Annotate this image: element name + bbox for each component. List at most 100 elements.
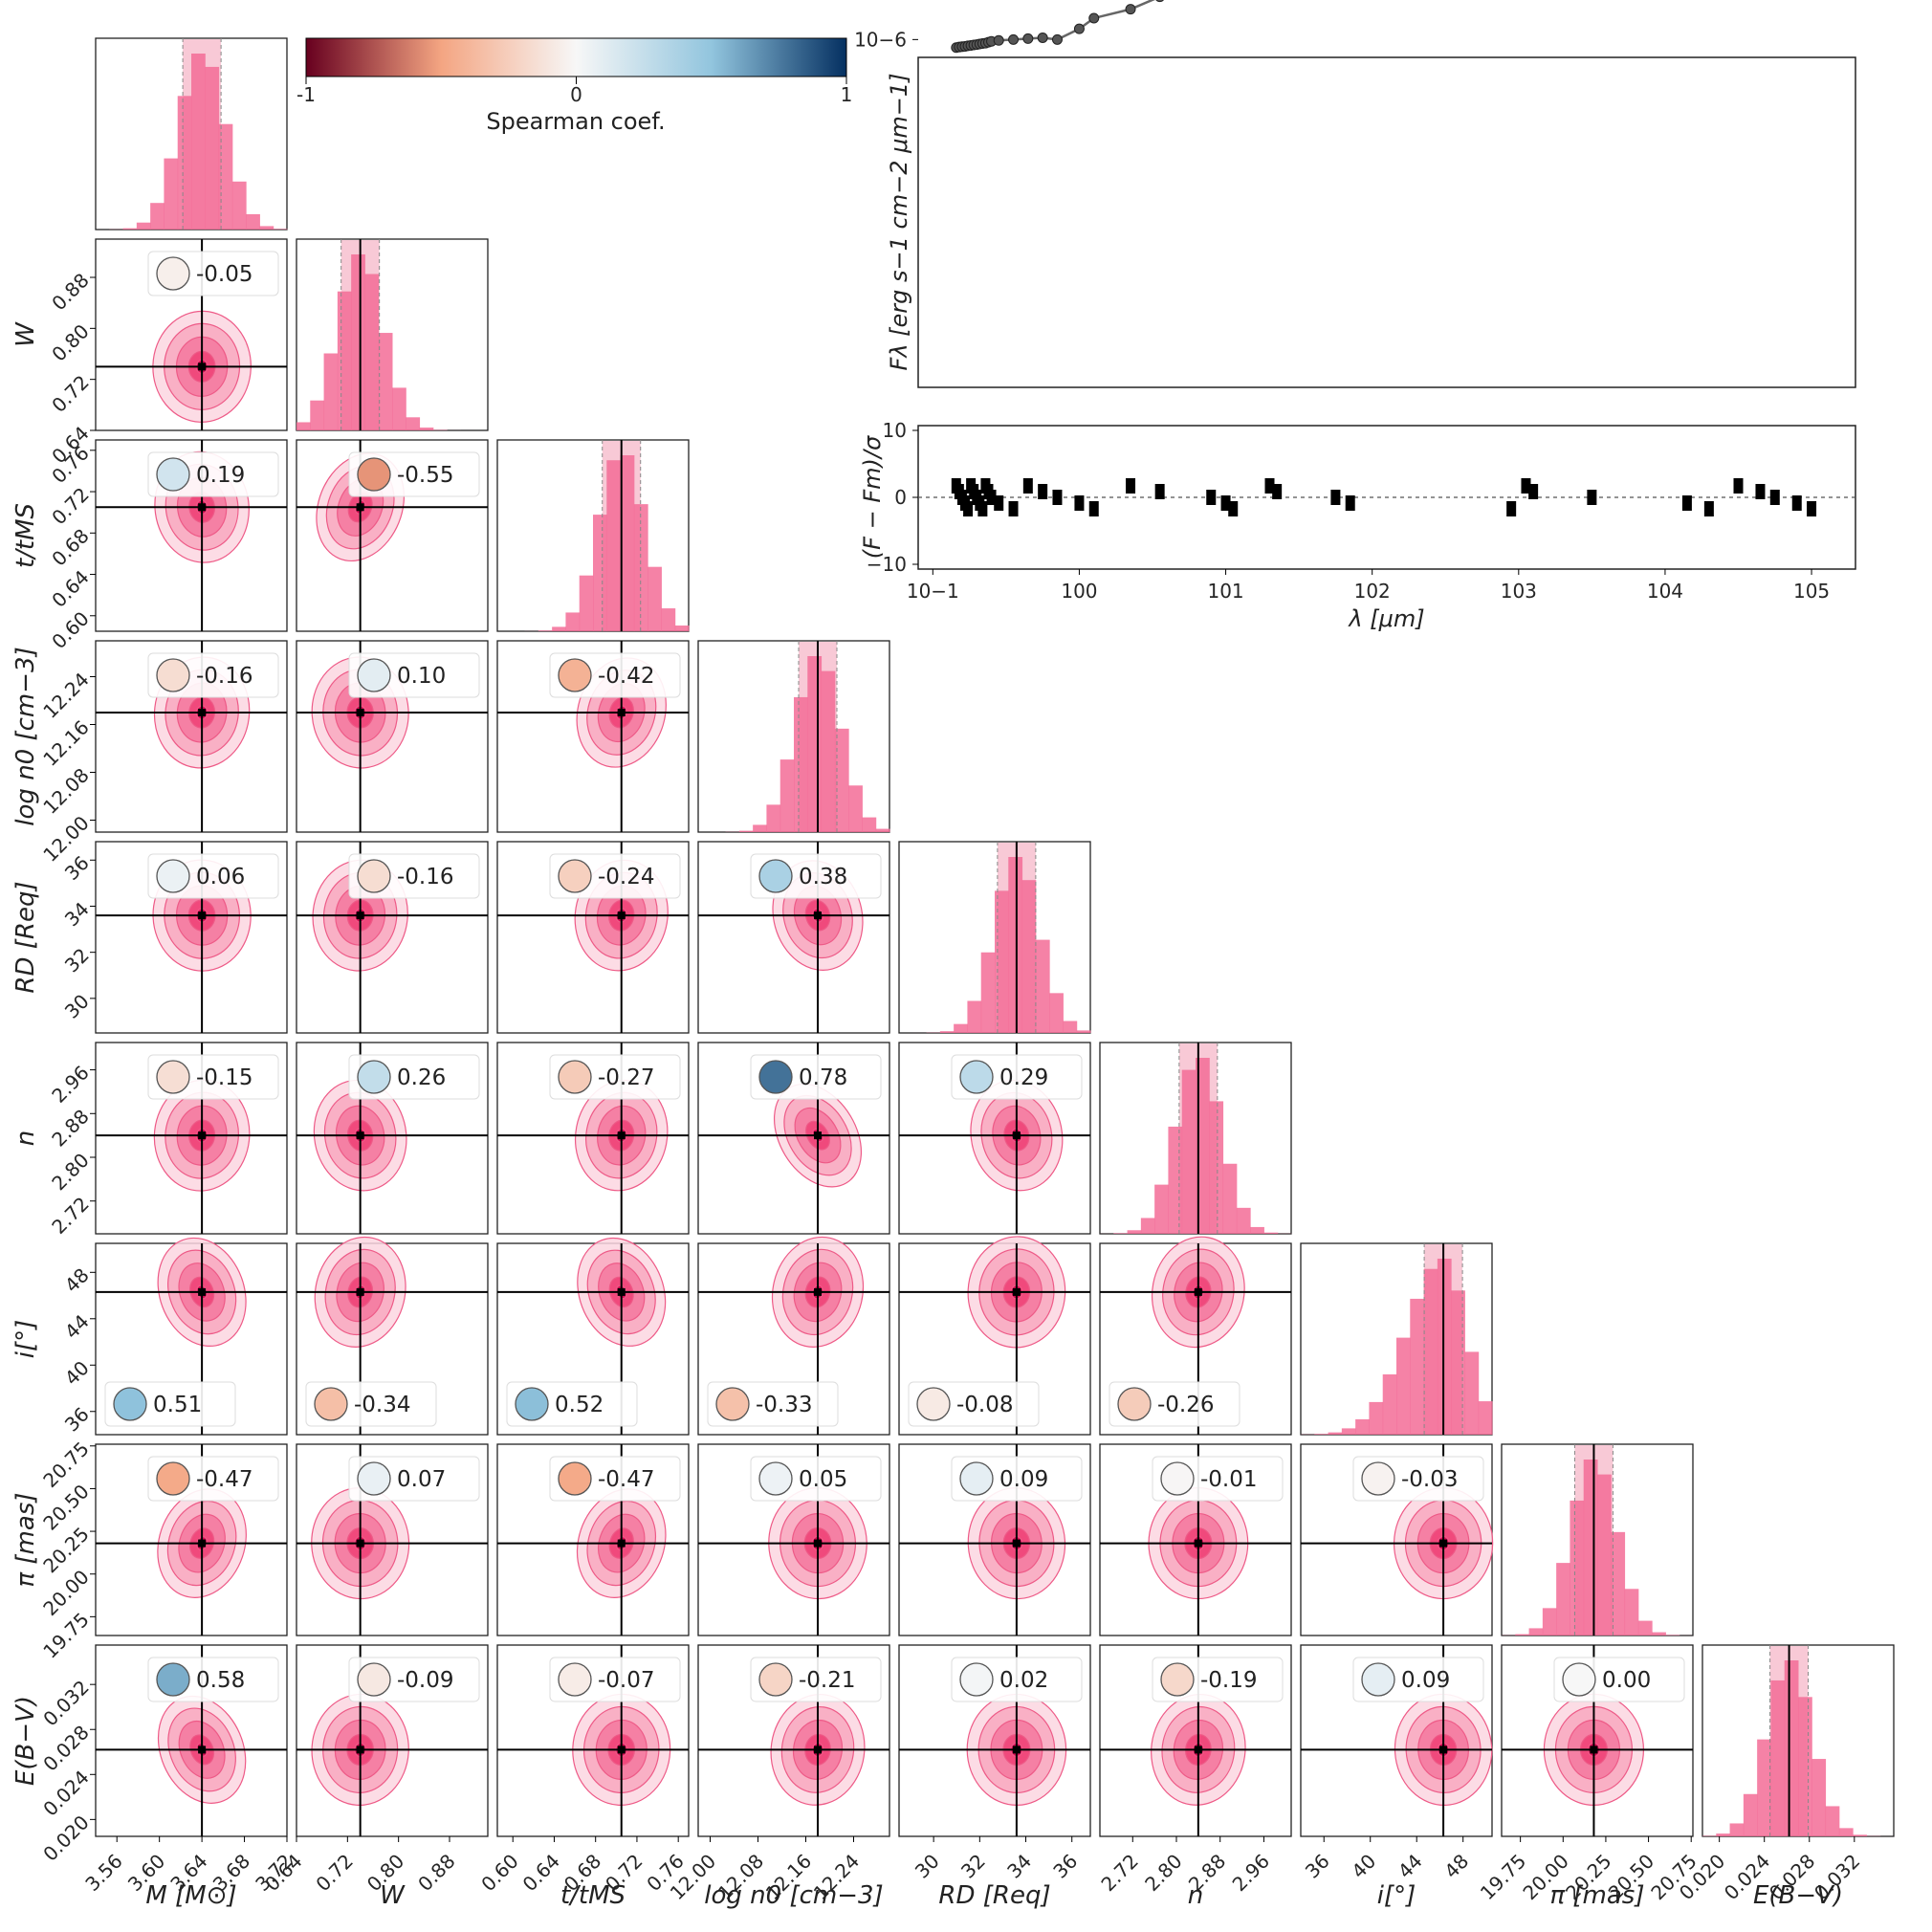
histogram-bar [565,612,581,631]
coef-value: -0.34 [354,1393,411,1417]
histogram-bar [1716,1833,1731,1836]
histogram-bar [779,759,795,832]
panel: 0.52 [496,1237,690,1436]
residual-ylabel: (F − Fm)/σ [859,435,886,559]
histogram-bar [1314,1434,1329,1435]
sed-point [1022,33,1034,44]
y-tick-label: 2.96 [47,1061,93,1107]
histogram-bar [661,608,676,631]
histogram-bar [1478,1401,1493,1435]
y-tick-label: 0.68 [47,524,93,570]
histogram-bar [337,291,352,430]
x-tick-label: 0.72 [311,1850,357,1896]
y-tick-label: 20.50 [38,1480,93,1534]
y-tick-label: 0.64 [47,565,93,611]
sed-x-tick-label: 102 [1354,580,1391,603]
panel: -0.01 [1099,1443,1292,1636]
histogram-bar [1154,1184,1169,1234]
histogram-bar [273,229,288,230]
residual-marker [1769,490,1780,505]
residual-y-tick-label: 10 [883,419,907,442]
x-axis-label: π [mas] [1549,1881,1644,1910]
histogram-bar [1611,1531,1626,1636]
coef-circle [357,457,391,492]
panel: -0.050.640.720.800.88W [11,238,288,468]
residual-marker [1038,484,1048,499]
histogram-bar [1382,1373,1397,1435]
y-tick-label: 44 [60,1310,94,1344]
best-fit-marker [1012,1745,1021,1754]
sed-x-tick-label: 101 [1207,580,1243,603]
residual-y-tick-label: −10 [867,553,907,576]
histogram-bar [1528,1628,1544,1636]
panel: 0.78 [697,1042,890,1235]
histogram-bar [1127,1230,1142,1234]
histogram-bar [136,222,151,230]
histogram-bar [1236,1207,1251,1234]
panel: 0.05 [697,1443,890,1636]
best-fit-marker [1439,1539,1448,1548]
coef-value: -0.08 [956,1393,1014,1417]
coef-circle [1160,1662,1195,1697]
best-fit-marker [814,911,822,920]
best-fit-marker [1439,1745,1448,1754]
panel: -0.03 [1300,1443,1494,1636]
histogram-bar [378,333,393,430]
coef-circle [959,1461,994,1496]
colorbar-gradient [305,37,847,77]
coef-value: -0.26 [1157,1393,1215,1417]
histogram-bar [1423,1268,1438,1435]
y-tick-label: 48 [60,1263,94,1297]
panel [95,37,288,231]
sed-x-tick-label: 105 [1793,580,1830,603]
panel: 0.06 30 32 34 36 RD [Req] [11,841,288,1034]
x-tick-label: 2.96 [1228,1850,1274,1896]
best-fit-marker [198,1131,207,1140]
best-fit-marker [356,1131,364,1140]
histogram-bar [1729,1823,1745,1836]
x-tick-label: 0.88 [413,1850,459,1896]
panel [1501,1443,1694,1636]
histogram-bar [1328,1432,1343,1435]
histogram-bar [406,417,421,430]
histogram-bar [1757,1739,1771,1836]
y-tick-label: 0.80 [47,319,93,365]
histogram-bar [231,181,247,230]
histogram-bar [538,630,553,631]
x-axis-label: M [M⊙] [145,1881,236,1910]
best-fit-marker [356,1539,364,1548]
best-fit-marker [1194,1539,1202,1548]
best-fit-marker [356,1745,364,1754]
y-tick-label: 2.80 [47,1149,93,1195]
coef-value: 0.29 [999,1065,1048,1090]
sed-point [1073,23,1085,34]
coef-value: 0.26 [397,1065,446,1090]
coef-circle [357,1662,391,1697]
histogram-bar [205,66,220,230]
y-tick-label: 36 [60,1403,94,1437]
coef-value: -0.21 [799,1668,856,1693]
residual-marker [1733,478,1744,494]
y-tick-label: 0.72 [47,483,93,529]
panel: 0.26 [296,1042,489,1235]
coef-circle [515,1387,549,1421]
y-tick-label: 30 [60,990,94,1023]
histogram-bar [1570,1500,1585,1636]
best-fit-marker [356,1287,364,1296]
coef-value: -0.55 [397,463,454,488]
coef-value: 0.06 [196,865,245,889]
histogram-bar [606,460,622,631]
coef-value: -0.01 [1200,1467,1258,1492]
coef-value: -0.05 [196,262,253,287]
residual-marker [1703,501,1714,516]
coef-value: 0.00 [1602,1668,1651,1693]
histogram-bar [674,626,690,631]
histogram-bar [1784,1660,1799,1836]
best-fit-marker [356,911,364,920]
coef-value: 0.58 [196,1668,245,1693]
x-axis-label: i[°] [1377,1881,1416,1910]
histogram-bar [1049,993,1064,1033]
